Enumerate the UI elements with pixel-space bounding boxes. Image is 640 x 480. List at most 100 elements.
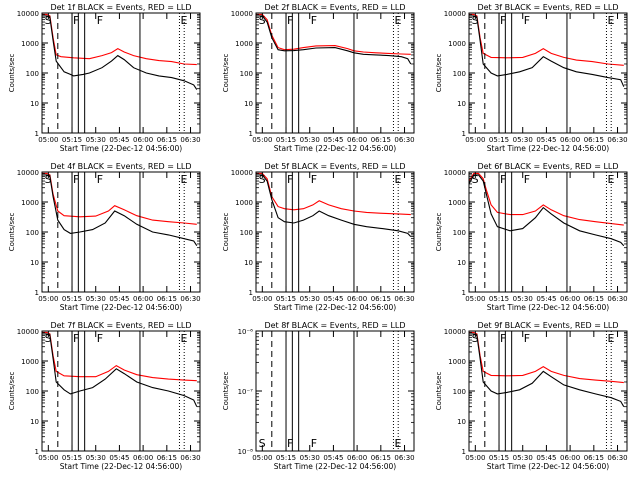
y-tick-label: 10 [457, 100, 466, 108]
events-series-line [256, 174, 412, 237]
segment-letter-e: E [394, 437, 401, 450]
x-axis-label: Start Time (22-Dec-12 04:56:00) [60, 303, 182, 312]
x-tick-label: 05:30 [300, 136, 320, 144]
y-tick-label: 1000 [235, 199, 253, 207]
det-panel-5: Det 5f BLACK = Events, RED = LLD S F F E 1 10 1… [222, 162, 415, 312]
segment-letter-f: F [287, 437, 293, 450]
det-panel-3: Det 3f BLACK = Events, RED = LLD S F F E 1 10 1… [435, 3, 628, 153]
plot-frame [468, 330, 628, 452]
y-tick-label: 100 [453, 388, 466, 396]
lld-series-line [468, 172, 624, 226]
x-tick-label: 06:00 [347, 136, 367, 144]
segment-letter-s: S [259, 173, 266, 186]
segment-letter-e: E [607, 14, 614, 27]
plot-frame [468, 171, 628, 293]
x-tick-label: 06:15 [584, 295, 604, 303]
segment-letter-s: S [259, 437, 266, 450]
x-tick-label: 06:30 [607, 136, 627, 144]
segment-letter-s: S [472, 14, 479, 27]
y-tick-label: 1000 [448, 199, 466, 207]
x-tick-label: 06:30 [180, 454, 200, 462]
det-panel-7: Det 7f BLACK = Events, RED = LLD S F F E 1 10 1… [8, 321, 201, 471]
x-tick-label: 05:00 [465, 136, 485, 144]
x-axis-label: Start Time (22-Dec-12 04:56:00) [60, 144, 182, 153]
y-tick-label: 1 [35, 130, 39, 138]
y-tick-label: 10000 [444, 328, 466, 336]
segment-letter-f: F [73, 332, 79, 345]
x-tick-label: 05:15 [276, 136, 296, 144]
events-series-line [468, 174, 625, 247]
x-tick-label: 06:30 [607, 454, 627, 462]
x-tick-label: 06:15 [157, 295, 177, 303]
y-tick-label: 1000 [21, 199, 39, 207]
y-axis-label: Counts/sec [8, 54, 16, 93]
y-tick-label: 1 [462, 448, 466, 456]
y-axis-label: Counts/sec [435, 213, 443, 252]
y-axis-label: Counts/sec [222, 213, 230, 252]
x-tick-label: 05:15 [489, 295, 509, 303]
segment-letter-f: F [97, 173, 103, 186]
segment-letter-f: F [73, 14, 79, 27]
segment-letter-s: S [472, 332, 479, 345]
y-tick-label: 10 [244, 100, 253, 108]
x-tick-label: 05:30 [86, 295, 106, 303]
segment-letter-f: F [524, 173, 530, 186]
y-tick-label: 1 [35, 448, 39, 456]
segment-letter-e: E [394, 173, 401, 186]
x-tick-label: 06:00 [560, 295, 580, 303]
x-tick-label: 05:00 [252, 295, 272, 303]
x-axis-label: Start Time (22-Dec-12 04:56:00) [274, 144, 396, 153]
segment-letter-f: F [311, 437, 317, 450]
panel-title: Det 8f BLACK = Events, RED = LLD [264, 321, 405, 330]
y-tick-label: 100 [26, 229, 39, 237]
x-tick-label: 05:00 [252, 136, 272, 144]
y-tick-label: 1 [462, 130, 466, 138]
plot-frame [468, 12, 628, 134]
y-tick-label: 100 [240, 229, 253, 237]
events-series-line [42, 174, 198, 247]
segment-letter-f: F [287, 173, 293, 186]
y-axis-label: Counts/sec [8, 372, 16, 411]
x-tick-label: 05:45 [536, 295, 556, 303]
x-tick-label: 06:30 [394, 295, 414, 303]
segment-letter-f: F [73, 173, 79, 186]
x-tick-label: 05:30 [86, 136, 106, 144]
y-axis-label: Counts/sec [435, 372, 443, 411]
x-tick-label: 05:15 [62, 136, 82, 144]
segment-letter-f: F [524, 332, 530, 345]
x-tick-label: 06:15 [371, 295, 391, 303]
lld-series-line [469, 13, 624, 66]
segment-letter-s: S [259, 14, 266, 27]
x-tick-label: 06:00 [133, 295, 153, 303]
x-tick-label: 06:00 [347, 454, 367, 462]
events-series-line [42, 15, 198, 90]
lld-series-line [469, 331, 624, 384]
y-tick-label: 100 [26, 388, 39, 396]
lld-series-line [42, 331, 197, 382]
segment-letter-f: F [97, 14, 103, 27]
x-tick-label: 06:30 [180, 136, 200, 144]
x-tick-label: 06:15 [157, 454, 177, 462]
x-tick-label: 05:45 [536, 454, 556, 462]
y-axis-label: Counts/sec [435, 54, 443, 93]
det-panel-9: Det 9f BLACK = Events, RED = LLD S F F E 1 10 1… [435, 321, 628, 471]
events-series-line [42, 333, 198, 407]
x-tick-label: 06:30 [394, 136, 414, 144]
y-axis-label: Counts/sec [8, 213, 16, 252]
panel-title: Det 2f BLACK = Events, RED = LLD [264, 3, 405, 12]
y-tick-label: 1000 [448, 40, 466, 48]
panel-title: Det 4f BLACK = Events, RED = LLD [50, 162, 191, 171]
y-tick-label: 10 [30, 259, 39, 267]
y-axis-label: Counts/sec [222, 54, 230, 93]
x-axis-label: Start Time (22-Dec-12 04:56:00) [60, 462, 182, 471]
x-tick-label: 05:30 [513, 136, 533, 144]
x-tick-label: 06:30 [607, 295, 627, 303]
panel-title: Det 9f BLACK = Events, RED = LLD [477, 321, 618, 330]
panel-title: Det 3f BLACK = Events, RED = LLD [477, 3, 618, 12]
x-tick-label: 06:15 [371, 136, 391, 144]
segment-letter-f: F [524, 14, 530, 27]
segment-letter-s: S [45, 332, 52, 345]
x-tick-label: 05:00 [38, 136, 58, 144]
x-tick-label: 06:30 [180, 295, 200, 303]
